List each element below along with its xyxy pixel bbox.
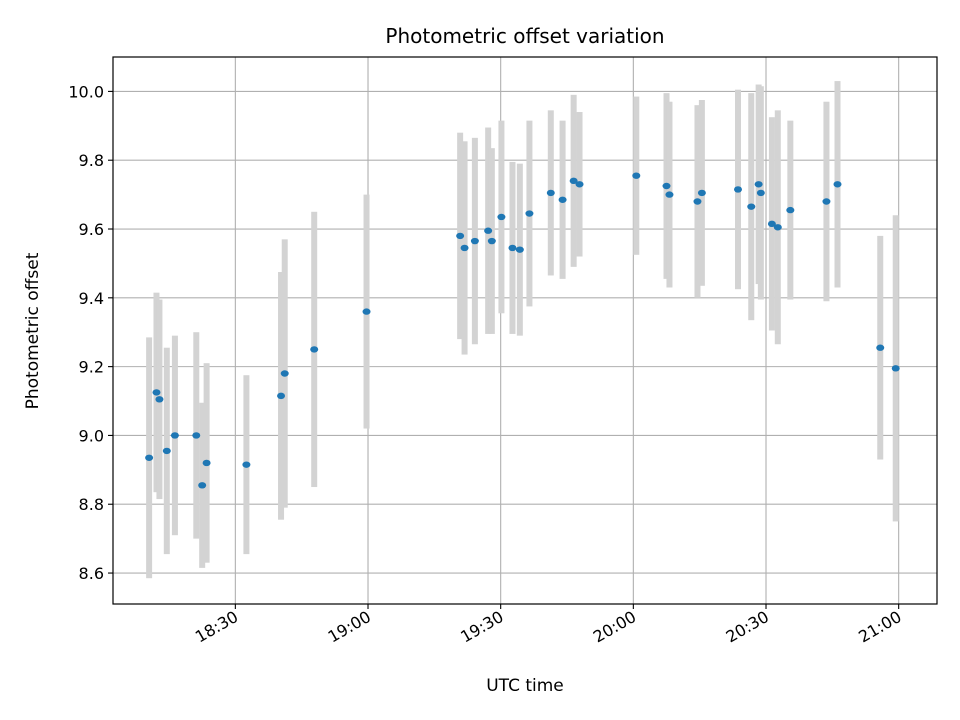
data-points [145, 172, 900, 489]
data-point [170, 432, 179, 439]
y-axis: 8.6 8.8 9.0 9.2 9.4 9.6 9.8 10.0 [68, 82, 113, 583]
data-point [876, 344, 885, 351]
data-point [362, 308, 371, 315]
data-point [497, 213, 506, 221]
data-point [525, 210, 534, 217]
y-axis-label: Photometric offset [23, 252, 43, 409]
data-point [575, 181, 584, 188]
y-tick-label: 9.0 [79, 426, 104, 445]
data-point [569, 177, 578, 185]
data-point [822, 198, 831, 205]
data-point [833, 181, 842, 188]
data-point [773, 224, 782, 231]
data-point [662, 182, 671, 190]
chart-title: Photometric offset variation [385, 24, 664, 48]
y-tick-label: 10.0 [68, 82, 104, 101]
data-point [162, 447, 171, 455]
x-axis-label: UTC time [486, 676, 564, 696]
data-point [697, 189, 706, 197]
data-point [693, 198, 702, 205]
data-point [734, 186, 743, 193]
data-point [456, 232, 465, 240]
data-point [767, 220, 776, 228]
data-point [277, 392, 286, 400]
data-point [508, 244, 517, 252]
data-point [891, 365, 900, 372]
data-point [310, 346, 319, 353]
data-point [470, 237, 479, 245]
y-tick-label: 8.8 [79, 495, 104, 514]
y-tick-label: 9.6 [79, 220, 104, 239]
plot-frame [112, 56, 938, 605]
data-point [786, 206, 795, 214]
y-tick-label: 9.8 [79, 151, 104, 170]
data-point [242, 461, 251, 468]
data-point [515, 246, 524, 253]
data-point [487, 237, 496, 245]
data-point [754, 181, 763, 188]
data-point [152, 389, 161, 396]
data-point [202, 459, 211, 467]
data-point [756, 189, 765, 197]
data-point [484, 227, 493, 234]
data-point [632, 172, 641, 179]
data-point [747, 203, 756, 210]
data-point [280, 370, 289, 377]
data-point [546, 189, 555, 197]
data-point [460, 244, 469, 252]
y-tick-label: 9.4 [79, 289, 104, 308]
y-tick-label: 9.2 [79, 358, 104, 377]
data-point [145, 454, 154, 461]
data-point [192, 432, 201, 439]
y-tick-label: 8.6 [79, 564, 104, 583]
data-point [155, 396, 164, 403]
data-point [198, 482, 207, 489]
data-point [665, 191, 674, 198]
data-point [558, 196, 567, 203]
